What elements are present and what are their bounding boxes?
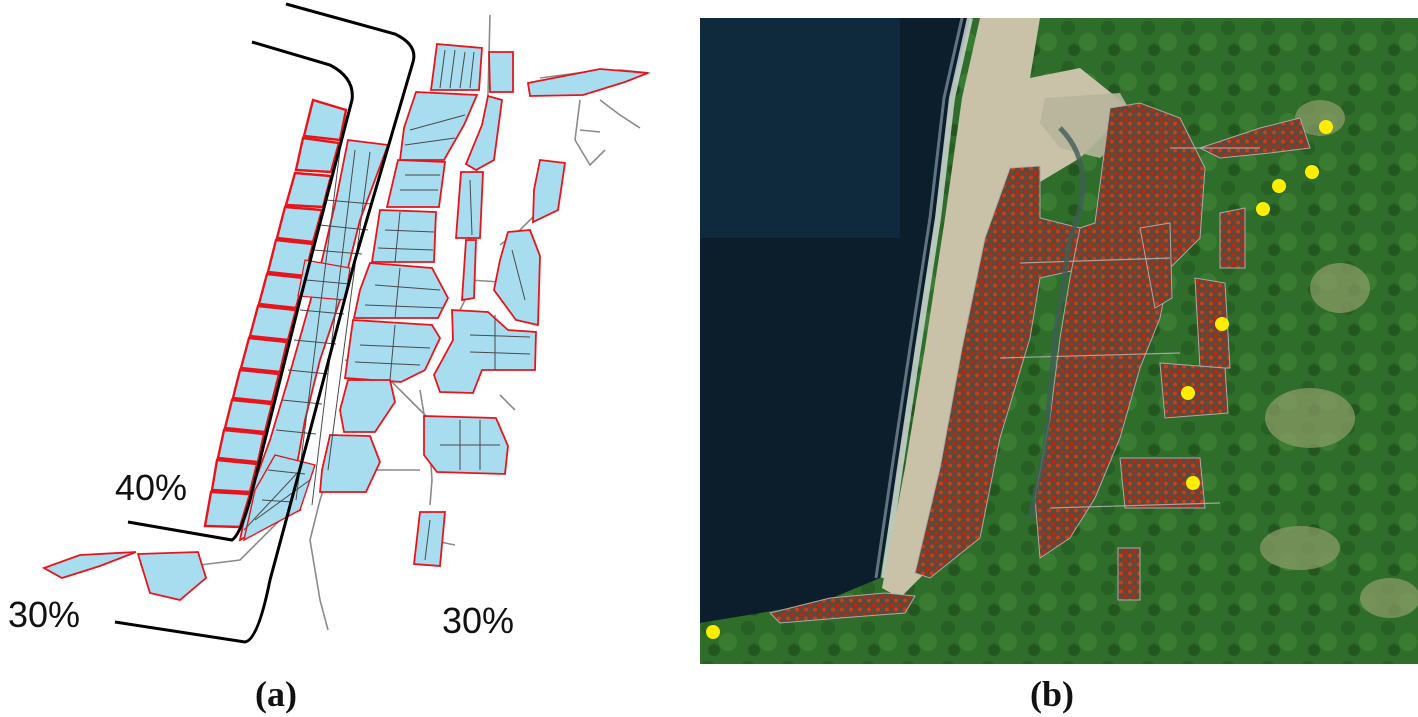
- shelter-point: [1215, 317, 1229, 331]
- zone-boundaries: [114, 2, 416, 644]
- shelter-point: [1181, 386, 1195, 400]
- shelter-point: [1305, 165, 1319, 179]
- shelter-points: [706, 120, 1333, 639]
- label-east-percent: 30%: [442, 600, 515, 641]
- inner-boundary-line: [127, 40, 354, 542]
- caption-b: (b): [1030, 674, 1074, 714]
- label-southwest-percent: 30%: [8, 594, 81, 635]
- caption-a: (a): [255, 674, 297, 714]
- panel-a-zoning-map: 40% 30% 30%: [0, 0, 680, 670]
- shelter-point: [1256, 202, 1270, 216]
- outer-boundary-line: [114, 2, 416, 644]
- beach-front-blocks: [203, 98, 348, 529]
- shelter-point: [1272, 179, 1286, 193]
- zoning-map-canvas: [41, 2, 651, 644]
- building-points: [769, 102, 1311, 624]
- label-beach-front-percent: 40%: [115, 467, 188, 508]
- panel-b-satellite-map: [700, 18, 1418, 664]
- shelter-point: [1186, 476, 1200, 490]
- shelter-point: [1319, 120, 1333, 134]
- satellite-map-canvas: [700, 18, 1418, 664]
- ocean-tile: [700, 18, 900, 238]
- east-blocks: [41, 43, 649, 601]
- shelter-point: [706, 625, 720, 639]
